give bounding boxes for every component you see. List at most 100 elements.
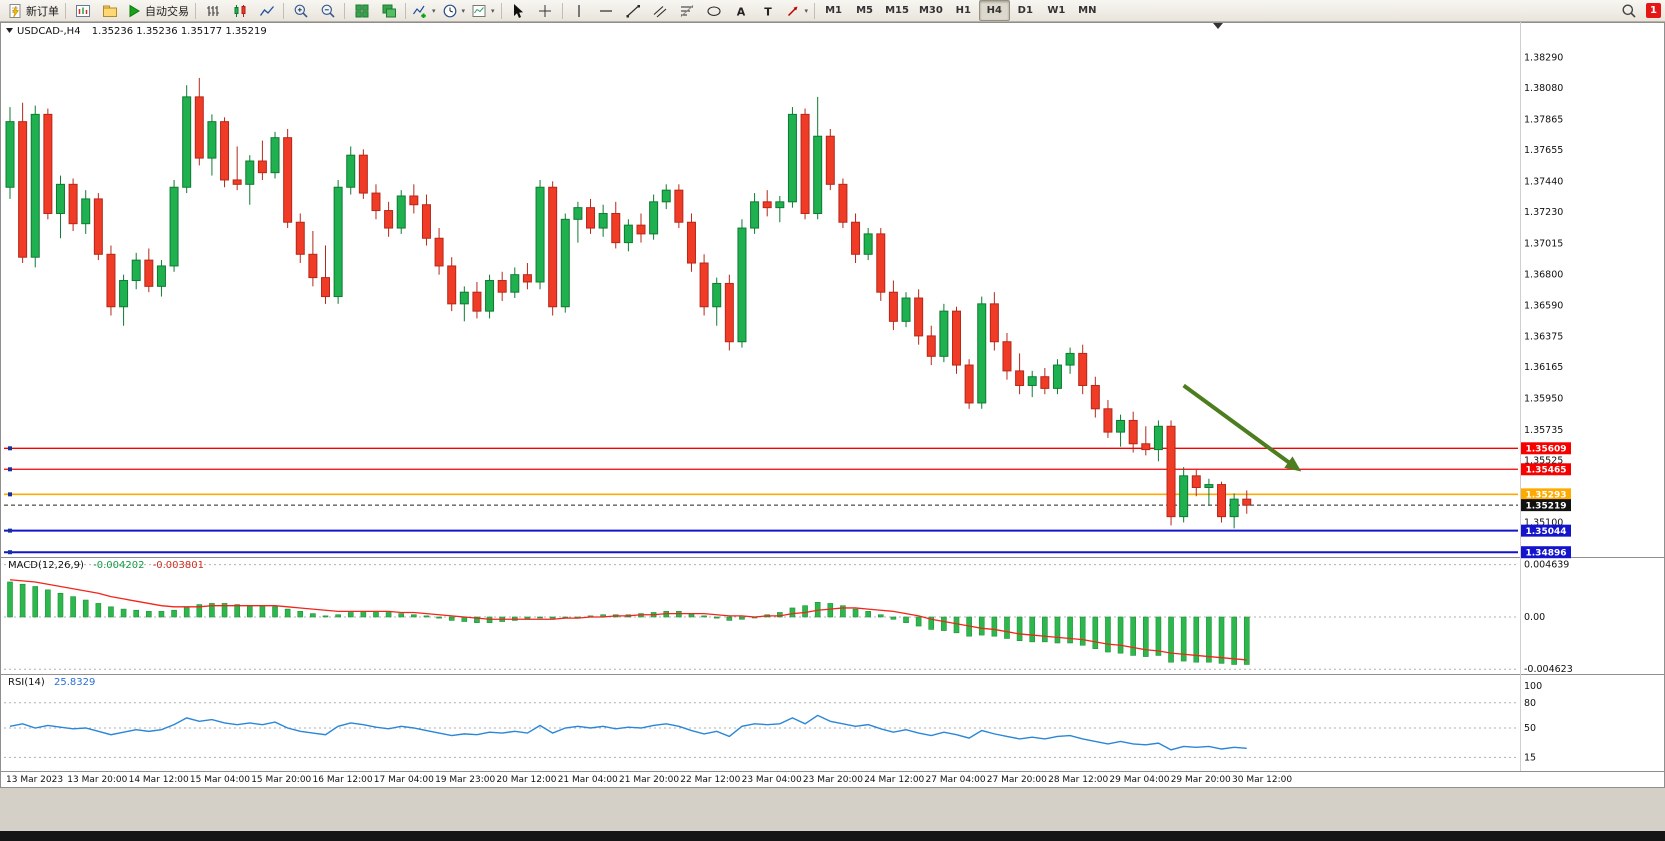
macd-histogram-bar bbox=[221, 603, 228, 618]
candle bbox=[863, 228, 873, 261]
chart-collapse-icon[interactable] bbox=[6, 28, 13, 33]
vline-icon bbox=[578, 4, 580, 17]
timeframe-m30[interactable]: M30 bbox=[918, 5, 943, 16]
candle-body bbox=[371, 192, 381, 212]
chart-symbol-period: USDCAD-,H4 bbox=[17, 26, 81, 37]
time-axis-label: 21 Mar 20:00 bbox=[619, 775, 679, 785]
macd-histogram-bar bbox=[1193, 616, 1200, 663]
vertical-line-button[interactable] bbox=[566, 0, 593, 21]
candle-body bbox=[497, 280, 507, 293]
candle-body bbox=[674, 189, 684, 223]
candle bbox=[156, 260, 166, 297]
dropdown-caret-icon: ▾ bbox=[461, 6, 466, 15]
candle bbox=[106, 245, 116, 316]
zoom-out-button[interactable] bbox=[314, 0, 341, 21]
candle-body bbox=[182, 96, 192, 188]
tile-windows-button[interactable] bbox=[348, 0, 375, 21]
macd-histogram-bar bbox=[272, 606, 278, 618]
timeframe-w1[interactable]: W1 bbox=[1047, 5, 1066, 16]
text-button[interactable]: A bbox=[728, 0, 755, 21]
macd-histogram-bar bbox=[802, 605, 808, 618]
macd-histogram-bar bbox=[827, 603, 834, 618]
bar-chart-button[interactable] bbox=[199, 0, 226, 21]
profiles-button[interactable] bbox=[96, 0, 123, 21]
timeframe-mn[interactable]: MN bbox=[1078, 5, 1097, 16]
line-selection-handle bbox=[8, 446, 12, 451]
svg-text:A: A bbox=[737, 5, 746, 18]
candle bbox=[321, 245, 330, 304]
candle-body bbox=[207, 121, 217, 159]
candle-body bbox=[106, 253, 116, 308]
macd-histogram-bar bbox=[549, 616, 556, 619]
charts-button[interactable] bbox=[69, 0, 96, 21]
candle-body bbox=[851, 221, 861, 255]
candle-body bbox=[169, 186, 179, 267]
candle bbox=[1078, 344, 1088, 395]
timeframe-m5[interactable]: M5 bbox=[856, 5, 874, 16]
candle bbox=[169, 179, 179, 272]
horizontal-line-button[interactable] bbox=[593, 0, 620, 21]
candle-body bbox=[485, 280, 495, 312]
line-chart-icon bbox=[259, 5, 274, 16]
chart-shift-marker[interactable] bbox=[1213, 23, 1223, 29]
timeframe-d1[interactable]: D1 bbox=[1017, 5, 1033, 16]
bid-price-tag bbox=[1521, 499, 1571, 512]
periods-button[interactable]: ▾ bbox=[439, 0, 469, 21]
line-selection-handle bbox=[8, 550, 12, 555]
cursor-button[interactable] bbox=[505, 0, 532, 21]
fibonacci-button[interactable] bbox=[674, 0, 701, 21]
indicators-button[interactable]: ▾ bbox=[409, 0, 439, 21]
candle bbox=[901, 292, 911, 328]
crosshair-button[interactable] bbox=[532, 0, 559, 21]
candle-body bbox=[636, 224, 646, 235]
zoom-in-button[interactable] bbox=[287, 0, 314, 21]
timeframe-m1[interactable]: M1 bbox=[825, 5, 843, 16]
macd-histogram-bar bbox=[701, 615, 707, 618]
price-tag bbox=[1521, 524, 1571, 537]
timeframe-m15[interactable]: M15 bbox=[885, 5, 909, 16]
toolbar-separator bbox=[500, 2, 502, 19]
timeframe-h1[interactable]: H1 bbox=[955, 5, 971, 16]
candle bbox=[851, 213, 861, 264]
candle bbox=[434, 228, 444, 275]
new-order-icon bbox=[9, 3, 21, 18]
macd-histogram-bar bbox=[7, 581, 13, 618]
cascade-windows-button[interactable] bbox=[375, 0, 402, 21]
macd-scale-label: 0.00 bbox=[1524, 612, 1545, 623]
timeframe-h4[interactable]: H4 bbox=[978, 0, 1010, 21]
auto-trading-button[interactable]: 自动交易 bbox=[123, 0, 192, 21]
macd-histogram-bar bbox=[108, 606, 114, 618]
candle-body bbox=[522, 274, 532, 283]
channel-button[interactable] bbox=[647, 0, 674, 21]
notification-badge[interactable]: 1 bbox=[1646, 3, 1661, 18]
time-axis-label: 16 Mar 12:00 bbox=[313, 775, 373, 785]
arrow-tool-icon bbox=[787, 6, 798, 16]
new-order-button[interactable]: 新订单 bbox=[4, 0, 62, 21]
indicator-add-icon bbox=[413, 5, 426, 18]
candle bbox=[1242, 490, 1252, 514]
macd-scale-label: -0.004623 bbox=[1524, 664, 1573, 675]
macd-histogram-bar bbox=[70, 596, 76, 618]
candle-body bbox=[901, 297, 911, 322]
shapes-button[interactable] bbox=[701, 0, 728, 21]
templates-button[interactable]: ▾ bbox=[468, 0, 498, 21]
macd-histogram-bar bbox=[373, 611, 379, 618]
candle bbox=[964, 359, 974, 409]
search-button[interactable] bbox=[1615, 0, 1642, 21]
price-tag-label: 1.35609 bbox=[1526, 444, 1567, 454]
candle bbox=[1179, 467, 1189, 523]
arrows-button[interactable]: ▾ bbox=[782, 0, 812, 21]
candle bbox=[119, 274, 129, 326]
trendline-button[interactable] bbox=[620, 0, 647, 21]
line-chart-button[interactable] bbox=[253, 0, 280, 21]
label-button[interactable]: T bbox=[755, 0, 782, 21]
shapes-icon bbox=[707, 5, 721, 16]
trend-arrow-annotation[interactable] bbox=[1182, 383, 1302, 472]
candlestick-button[interactable] bbox=[226, 0, 253, 21]
candle bbox=[611, 201, 621, 249]
candle bbox=[18, 102, 28, 264]
zoom-out-icon bbox=[321, 4, 335, 18]
price-axis-label: 1.35735 bbox=[1524, 425, 1563, 436]
candle bbox=[787, 107, 797, 208]
line-selection-handle bbox=[8, 528, 12, 533]
